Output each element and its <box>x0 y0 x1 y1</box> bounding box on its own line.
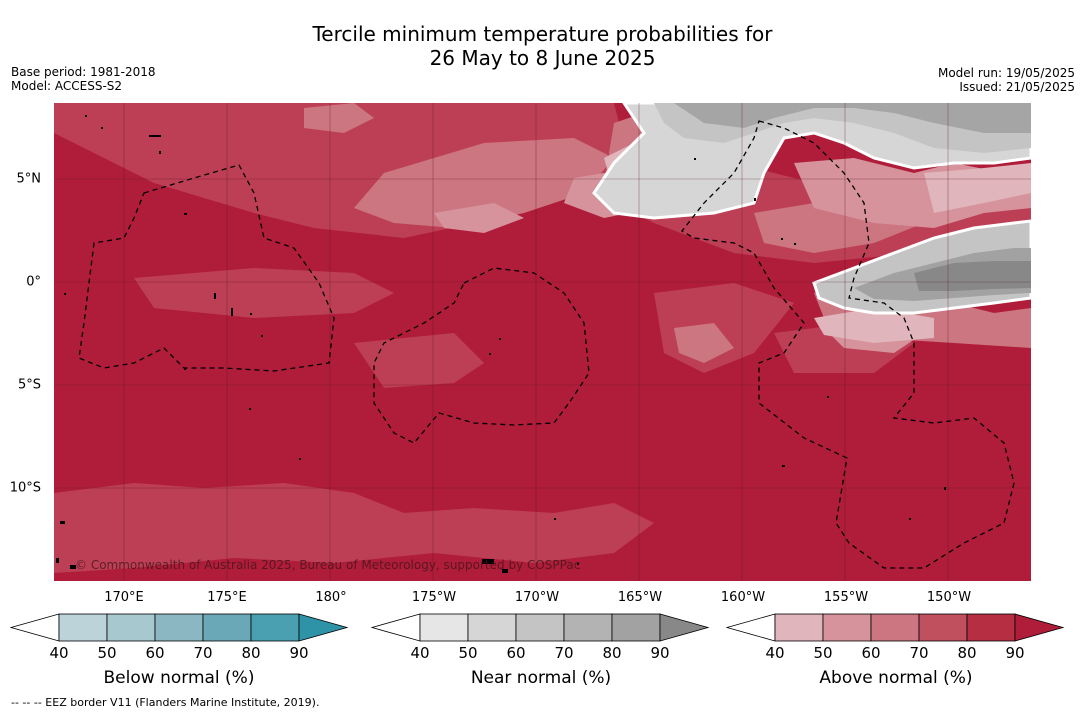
eez-border-central-area <box>373 267 590 444</box>
lon-tick: 175°W <box>411 590 457 605</box>
eez-border-eastern-area <box>681 120 1015 569</box>
meta-right: Model run: 19/05/2025 Issued: 21/05/2025 <box>938 66 1075 94</box>
issued-label: Issued: 21/05/2025 <box>959 80 1075 94</box>
colorbar-tick: 40 <box>410 644 430 662</box>
colorbar-segment <box>58 613 108 642</box>
lon-tick: 150°W <box>926 590 972 605</box>
probability-map <box>54 103 1031 581</box>
lon-tick: 165°W <box>617 590 663 605</box>
lon-tick: 170°E <box>104 590 144 605</box>
colorbar-tick: 70 <box>909 644 929 662</box>
colorbar-segment <box>515 613 565 642</box>
eez-borders <box>78 120 1015 569</box>
colorbar-above-normal-scale <box>725 613 1065 642</box>
colorbar-tick: 50 <box>458 644 478 662</box>
title-line-2: 26 May to 8 June 2025 <box>429 46 656 70</box>
colorbar-segment <box>870 613 920 642</box>
colorbar-tick: 80 <box>241 644 261 662</box>
colorbar-near-normal-scale <box>370 613 710 642</box>
colorbar-tick: 90 <box>1005 644 1025 662</box>
colorbar-segment <box>563 613 613 642</box>
colorbar-extend-high <box>659 613 710 642</box>
model-label: Model: ACCESS-S2 <box>11 79 123 93</box>
lat-tick: 5°S <box>17 377 41 393</box>
lat-tick: 10°S <box>9 480 41 496</box>
colorbar-extend-high <box>1014 613 1065 642</box>
colorbar-extend-low <box>9 613 60 642</box>
colorbar-segment <box>106 613 156 642</box>
colorbar-tick: 80 <box>602 644 622 662</box>
colorbar-tick: 90 <box>289 644 309 662</box>
island-markers <box>56 115 946 573</box>
colorbar-below-normal-scale <box>9 613 349 642</box>
colorbar-tick: 50 <box>97 644 117 662</box>
colorbar-segment <box>611 613 661 642</box>
colorbar-extend-high <box>298 613 349 642</box>
colorbar-above-normal-label: Above normal (%) <box>819 668 973 688</box>
colorbar-near-normal-label: Near normal (%) <box>470 668 612 688</box>
title-line-1: Tercile minimum temperature probabilitie… <box>312 22 773 46</box>
colorbar-segment <box>822 613 872 642</box>
lon-tick: 180° <box>315 590 347 605</box>
lat-tick: 0° <box>26 274 41 290</box>
lon-tick: 160°W <box>720 590 766 605</box>
map-canvas <box>54 103 1031 581</box>
colorbar-tick: 70 <box>193 644 213 662</box>
colorbar-tick: 40 <box>765 644 785 662</box>
lon-tick: 155°W <box>823 590 869 605</box>
colorbar-segment <box>250 613 300 642</box>
graticule <box>54 103 1031 581</box>
colorbar-tick: 40 <box>49 644 69 662</box>
lon-tick: 175°E <box>207 590 247 605</box>
colorbar-above-normal: 40 50 60 70 80 90 Above normal (%) <box>725 612 1066 688</box>
colorbar-segment <box>918 613 968 642</box>
colorbar-below-normal: 40 50 60 70 80 90 Below normal (%) <box>9 612 350 688</box>
lon-tick: 170°W <box>514 590 560 605</box>
lat-tick: 5°N <box>16 171 42 187</box>
near-normal-70-80-region <box>674 103 1031 133</box>
colorbar-tick: 50 <box>813 644 833 662</box>
colorbar-below-normal-label: Below normal (%) <box>103 668 255 688</box>
base-period-label: Base period: 1981-2018 <box>11 65 156 79</box>
colorbar-tick: 60 <box>861 644 881 662</box>
near-normal-east-90-region <box>914 261 1031 291</box>
near-normal-regions <box>592 103 1031 315</box>
colorbar-tick: 90 <box>650 644 670 662</box>
eez-border-tuvalu-area <box>78 164 335 372</box>
colorbar-tick: 80 <box>957 644 977 662</box>
meta-left: Base period: 1981-2018 Model: ACCESS-S2 <box>11 65 156 93</box>
colorbar-segment <box>154 613 204 642</box>
colorbar-segment <box>202 613 252 642</box>
colorbar-extend-low <box>370 613 421 642</box>
colorbar-segment <box>774 613 824 642</box>
copyright-notice: © Commonwealth of Australia 2025, Bureau… <box>75 558 581 572</box>
model-run-label: Model run: 19/05/2025 <box>937 66 1075 80</box>
colorbar-segment <box>419 613 469 642</box>
colorbar-tick: 70 <box>554 644 574 662</box>
colorbar-segment <box>467 613 517 642</box>
colorbar-extend-low <box>725 613 776 642</box>
colorbar-segment <box>966 613 1016 642</box>
colorbar-tick: 60 <box>145 644 165 662</box>
eez-legend-note: -- -- -- EEZ border V11 (Flanders Marine… <box>11 696 320 709</box>
colorbar-near-normal: 40 50 60 70 80 90 Near normal (%) <box>370 612 711 688</box>
map-title: Tercile minimum temperature probabilitie… <box>0 22 1085 70</box>
colorbar-tick: 60 <box>506 644 526 662</box>
